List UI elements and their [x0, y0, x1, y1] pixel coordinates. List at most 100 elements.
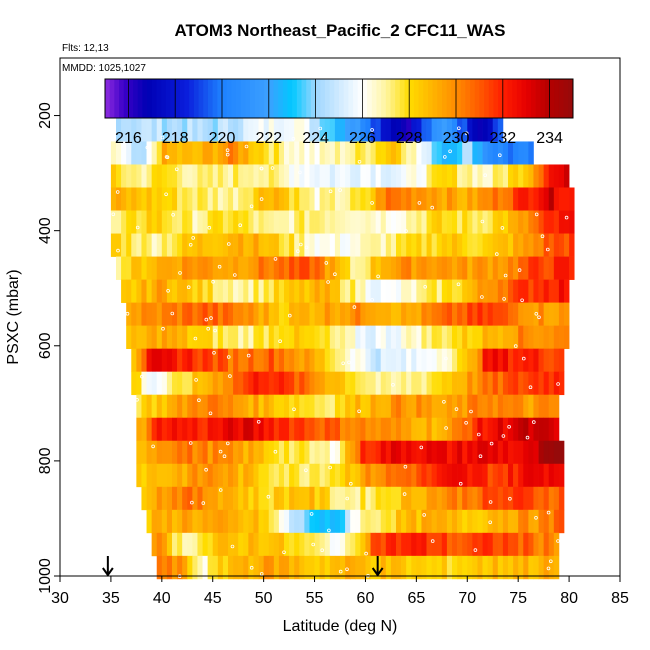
heatmap-cell	[217, 256, 224, 280]
heatmap-cell	[416, 279, 422, 303]
heatmap-cell	[502, 532, 509, 557]
heatmap-cell	[248, 187, 254, 211]
heatmap-cell	[538, 279, 544, 303]
heatmap-cell	[278, 325, 285, 349]
heatmap-cell	[370, 348, 376, 373]
heatmap-cell	[217, 486, 224, 511]
heatmap-cell	[365, 348, 371, 373]
heatmap-cell	[151, 394, 158, 419]
heatmap-cell	[228, 325, 234, 349]
heatmap-cell	[416, 371, 422, 396]
heatmap-cell	[182, 486, 188, 511]
heatmap-cell	[523, 141, 529, 165]
heatmap-cell	[187, 394, 193, 419]
heatmap-cell	[334, 486, 341, 511]
heatmap-cell	[304, 417, 310, 442]
heatmap-cell	[197, 118, 203, 142]
heatmap-cell	[141, 440, 147, 465]
heatmap-cell	[172, 233, 178, 257]
heatmap-cell	[238, 302, 244, 326]
heatmap-cell	[513, 141, 519, 165]
heatmap-cell	[177, 417, 183, 442]
colorbar-swatch	[568, 79, 574, 118]
heatmap-cell	[289, 463, 295, 488]
heatmap-cell	[166, 164, 173, 188]
sample-point	[218, 449, 223, 454]
heatmap-cell	[248, 394, 254, 419]
heatmap-cell	[116, 141, 122, 165]
heatmap-cell	[161, 348, 168, 373]
colorbar-swatch	[376, 79, 382, 118]
heatmap-cell	[411, 417, 417, 442]
heatmap-cell	[497, 302, 504, 326]
heatmap-cell	[233, 394, 239, 419]
sample-point	[338, 188, 342, 192]
heatmap-cell	[233, 256, 239, 280]
sample-point	[419, 445, 424, 450]
heatmap-cell	[273, 348, 280, 373]
heatmap-cell	[513, 256, 519, 280]
heatmap-cell	[197, 233, 203, 257]
heatmap-cell	[436, 509, 443, 534]
heatmap-cell	[370, 141, 376, 165]
heatmap-cell	[228, 440, 234, 465]
heatmap-cell	[553, 394, 560, 419]
heatmap-cell	[421, 532, 427, 557]
heatmap-cell	[518, 463, 524, 488]
heatmap-cell	[141, 417, 147, 442]
colorbar-swatch	[315, 79, 321, 118]
heatmap-cell	[192, 463, 198, 488]
heatmap-cell	[441, 463, 448, 488]
heatmap-cell	[467, 118, 473, 142]
heatmap-cell	[166, 532, 173, 557]
sample-point	[298, 242, 303, 247]
heatmap-cell	[538, 440, 544, 465]
heatmap-cell	[161, 394, 168, 419]
heatmap-cell	[207, 440, 214, 465]
heatmap-cell	[314, 532, 320, 557]
heatmap-cell	[243, 279, 249, 303]
heatmap-cell	[446, 440, 453, 465]
heatmap-cell	[472, 325, 478, 349]
sample-point	[244, 144, 249, 149]
heatmap-cell	[385, 417, 392, 442]
heatmap-cell	[502, 210, 509, 234]
heatmap-cell	[197, 440, 203, 465]
heatmap-cell	[177, 210, 183, 234]
heatmap-cell	[248, 440, 254, 465]
heatmap-cell	[523, 555, 529, 580]
heatmap-cell	[228, 463, 234, 488]
colorbar-swatch	[142, 79, 148, 118]
heatmap-cell	[131, 118, 137, 142]
heatmap-cell	[558, 256, 565, 280]
heatmap-cell	[228, 348, 234, 373]
heatmap-cell	[263, 118, 270, 142]
heatmap-cell	[217, 555, 224, 580]
heatmap-cell	[411, 348, 417, 373]
heatmap-cell	[472, 486, 478, 511]
heatmap-cell	[502, 440, 509, 465]
heatmap-cell	[365, 509, 371, 534]
heatmap-cell	[360, 394, 366, 419]
heatmap-cell	[396, 532, 402, 557]
heatmap-cell	[248, 164, 254, 188]
heatmap-cell	[502, 187, 509, 211]
colorbar-swatch	[231, 79, 237, 118]
heatmap-cell	[345, 555, 351, 580]
heatmap-cell	[380, 118, 387, 142]
heatmap-cell	[314, 233, 320, 257]
heatmap-cell	[528, 555, 534, 580]
heatmap-cell	[401, 118, 407, 142]
heatmap-cell	[294, 555, 300, 580]
colorbar-swatch	[451, 79, 457, 118]
heatmap-cell	[172, 371, 178, 396]
heatmap-cell	[222, 417, 229, 442]
heatmap-cell	[278, 394, 285, 419]
heatmap-cell	[314, 325, 320, 349]
heatmap-cell	[294, 302, 300, 326]
heatmap-cell	[355, 256, 361, 280]
sample-point	[391, 382, 395, 387]
heatmap-cell	[523, 417, 529, 442]
heatmap-cell	[324, 509, 331, 534]
heatmap-cell	[421, 325, 427, 349]
